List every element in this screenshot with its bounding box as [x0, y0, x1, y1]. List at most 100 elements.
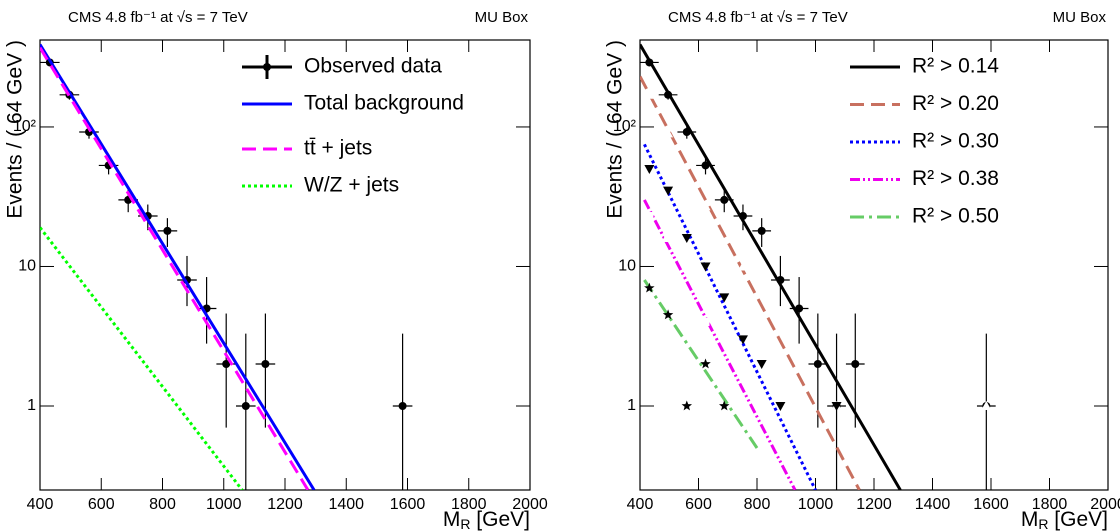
data-point	[662, 309, 674, 320]
data-point	[719, 250, 730, 260]
data-point	[795, 304, 804, 313]
data-point	[681, 233, 692, 243]
data-point	[757, 401, 766, 410]
y-axis-title: Events / ( 64 GeV )	[604, 40, 627, 219]
data-point	[701, 161, 710, 170]
data-point	[644, 164, 655, 174]
data-point	[222, 359, 231, 368]
header-text: CMS 4.8 fb⁻¹ at √s = 7 TeV	[68, 9, 248, 26]
panel: CMS 4.8 fb⁻¹ at √s = 7 TeV MU Box Events /…	[4, 9, 548, 532]
data-point	[775, 316, 786, 326]
x-axis-title-sub: R	[460, 516, 470, 532]
data-point	[241, 401, 250, 410]
series-line	[40, 46, 310, 490]
data-point	[681, 400, 692, 411]
data-point	[664, 90, 673, 99]
x-tick-label: 1600	[973, 496, 1009, 513]
x-tick-label: 1800	[1032, 496, 1068, 513]
data-point	[700, 262, 711, 272]
data-point	[756, 283, 767, 293]
data-point	[757, 226, 766, 235]
x-tick-label: 400	[627, 496, 654, 513]
x-axis-title-unit: [GeV]	[470, 508, 530, 531]
x-tick-label: 1600	[390, 496, 426, 513]
y-tick-label: 1	[627, 397, 636, 414]
legend-swatch	[263, 63, 271, 71]
data-point	[663, 186, 674, 196]
data-point	[851, 359, 860, 368]
y-tick-label: 10²	[13, 118, 37, 135]
plot-area	[40, 43, 413, 490]
data-point	[737, 261, 748, 271]
x-axis-title: MR [GeV]	[1021, 508, 1108, 532]
data-point	[644, 282, 655, 293]
plot-frame	[639, 39, 1109, 491]
data-point	[775, 401, 786, 411]
data-point	[738, 401, 747, 410]
data-point	[756, 359, 767, 369]
data-point	[645, 212, 654, 221]
legend-label: R² > 0.38	[912, 167, 999, 190]
x-tick-label: 1000	[798, 496, 834, 513]
y-tick-label: 10	[18, 258, 36, 275]
series-line	[640, 75, 861, 490]
data-point	[831, 401, 842, 411]
data-point	[682, 128, 691, 137]
plot-frame	[39, 39, 531, 491]
x-axis-title-unit: [GeV]	[1048, 508, 1108, 531]
data-point	[664, 233, 673, 242]
panel: CMS 4.8 fb⁻¹ at √s = 7 TeV MU Box Events /…	[604, 9, 1120, 532]
legend-label: R² > 0.50	[912, 205, 999, 228]
y-tick-label: 10²	[613, 118, 637, 135]
x-tick-label: 1800	[451, 496, 487, 513]
box-label: MU Box	[1053, 9, 1107, 26]
data-point	[738, 212, 747, 221]
x-tick-label: 1200	[856, 496, 892, 513]
x-axis-title-main: M	[443, 508, 461, 531]
data-point	[663, 128, 674, 138]
y-tick-label: 10	[618, 258, 636, 275]
y-axis-title: Events / ( 64 GeV )	[4, 40, 27, 219]
data-point	[700, 201, 711, 211]
legend-label: W/Z + jets	[304, 174, 399, 197]
data-point	[813, 359, 822, 368]
box-label: MU Box	[475, 9, 529, 26]
data-point	[981, 400, 992, 410]
data-point	[719, 293, 730, 303]
series-line	[643, 199, 797, 490]
series-line	[640, 43, 902, 490]
data-point	[776, 275, 785, 284]
x-tick-label: 1200	[267, 496, 303, 513]
series-line	[643, 143, 817, 490]
data-point	[682, 317, 691, 326]
data-point	[163, 226, 172, 235]
plot-area	[640, 43, 996, 490]
legend-label: R² > 0.30	[912, 130, 999, 153]
legend-label: R² > 0.14	[912, 55, 999, 78]
x-tick-label: 2000	[512, 496, 548, 513]
data-point	[261, 359, 270, 368]
data-point	[720, 195, 729, 204]
x-tick-label: 1400	[915, 496, 951, 513]
data-point	[398, 401, 407, 410]
x-tick-label: 600	[88, 496, 115, 513]
data-point	[681, 170, 692, 180]
series-line	[643, 279, 759, 449]
x-axis-title-main: M	[1021, 508, 1039, 531]
data-point	[700, 358, 711, 369]
data-point	[644, 89, 655, 99]
series-line	[40, 43, 316, 490]
data-point	[645, 58, 654, 67]
x-tick-label: 800	[744, 496, 771, 513]
x-tick-label: 1000	[206, 496, 242, 513]
legend-label: Observed data	[304, 55, 442, 78]
legend-label: Total background	[304, 92, 464, 115]
data-point	[719, 400, 730, 411]
data-point	[737, 335, 748, 345]
x-axis-title-sub: R	[1038, 516, 1048, 532]
data-point	[701, 317, 710, 326]
x-tick-label: 400	[27, 496, 54, 513]
x-axis-title: MR [GeV]	[443, 508, 530, 532]
legend-label: tt̄ + jets	[304, 137, 372, 160]
